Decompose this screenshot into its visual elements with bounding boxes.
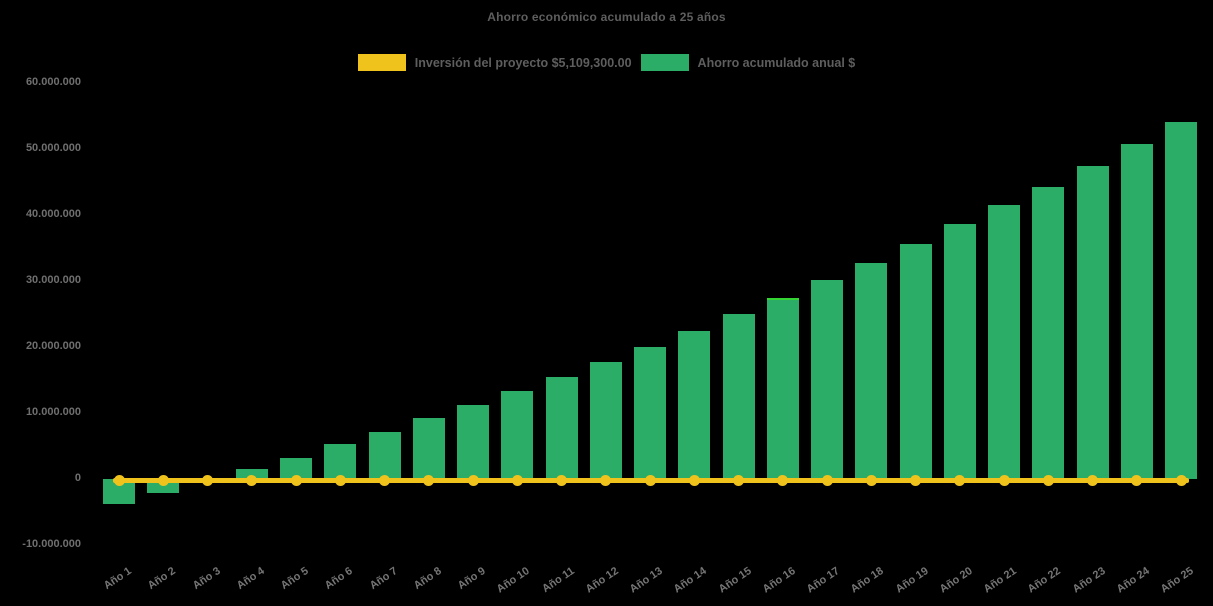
line-marker — [954, 474, 966, 486]
line-marker — [423, 474, 435, 486]
line-marker — [733, 474, 744, 486]
bar — [545, 376, 578, 479]
bar — [988, 205, 1020, 479]
x-axis-tick-label: Año 8 — [411, 565, 444, 593]
line-marker — [1131, 474, 1143, 486]
bar — [766, 297, 799, 479]
line-marker — [511, 474, 523, 486]
line-marker — [113, 474, 125, 486]
legend-label-investment: Inversión del proyecto $5,109,300.00 — [414, 55, 632, 70]
bar — [412, 418, 445, 479]
line-marker — [290, 474, 302, 486]
x-axis-tick-label: Año 18 — [848, 565, 886, 596]
line-marker — [865, 474, 877, 486]
y-axis-tick-label: 30.000.000 — [25, 274, 81, 286]
bar — [1032, 186, 1065, 479]
x-axis-tick-label: Año 6 — [322, 565, 355, 593]
line-marker — [1042, 474, 1054, 486]
x-axis-tick-label: Año 12 — [583, 565, 621, 596]
legend-swatch-investment — [357, 54, 406, 71]
line-marker — [777, 474, 789, 486]
x-axis-tick-label: Año 16 — [760, 565, 798, 596]
bar — [324, 444, 357, 479]
bar — [280, 457, 312, 479]
bar — [235, 469, 268, 479]
bar — [589, 361, 622, 479]
chart-title: Ahorro económico acumulado a 25 años — [487, 10, 726, 24]
line-marker — [688, 474, 700, 486]
x-axis-tick-label: Año 5 — [278, 565, 311, 593]
y-axis-tick-label: -10.000.000 — [22, 538, 81, 550]
x-axis-tick-label: Año 15 — [716, 565, 754, 596]
line-marker — [1175, 474, 1187, 486]
x-axis-tick-label: Año 24 — [1114, 565, 1152, 596]
bar — [634, 347, 666, 479]
line-marker — [246, 474, 258, 486]
line-marker — [202, 474, 213, 486]
line-marker — [821, 474, 833, 486]
line-marker — [556, 474, 567, 486]
bar — [368, 432, 401, 479]
bar — [1076, 165, 1109, 479]
bar — [678, 330, 711, 479]
y-axis-tick-label: 60.000.000 — [25, 76, 81, 88]
y-axis-tick-label: 20.000.000 — [25, 340, 81, 352]
x-axis-tick-label: Año 1 — [101, 565, 134, 593]
line-marker — [1087, 474, 1098, 486]
legend-label-savings: Ahorro acumulado anual $ — [697, 55, 856, 70]
line-marker — [467, 474, 479, 486]
line-marker — [600, 474, 612, 486]
bar — [943, 224, 976, 479]
y-axis-tick-label: 50.000.000 — [25, 142, 81, 154]
x-axis-tick-label: Año 21 — [981, 565, 1019, 596]
line-marker — [334, 474, 346, 486]
x-axis-tick-label: Año 23 — [1070, 565, 1108, 596]
x-axis-tick-label: Año 9 — [455, 565, 488, 593]
legend-swatch-savings — [640, 54, 689, 71]
bar — [457, 405, 489, 479]
x-axis-tick-label: Año 19 — [893, 565, 931, 596]
x-axis-tick-label: Año 22 — [1025, 565, 1063, 596]
x-axis-tick-label: Año 4 — [234, 565, 267, 593]
line-marker — [998, 474, 1010, 486]
line-marker — [910, 474, 921, 486]
y-axis-tick-label: 40.000.000 — [25, 208, 81, 220]
x-axis-tick-label: Año 20 — [937, 565, 975, 596]
x-axis-tick-label: Año 25 — [1158, 565, 1196, 596]
y-axis-tick-label: 10.000.000 — [25, 406, 81, 418]
bar — [811, 279, 843, 479]
x-axis-tick-label: Año 2 — [145, 565, 178, 593]
x-axis-tick-label: Año 3 — [190, 565, 223, 593]
x-axis-tick-label: Año 10 — [494, 565, 532, 596]
x-axis-tick-label: Año 14 — [671, 565, 709, 596]
line-marker — [379, 474, 390, 486]
bar — [722, 314, 755, 479]
line-marker — [644, 474, 656, 486]
y-axis-tick-label: 0 — [74, 472, 81, 484]
bar — [855, 263, 888, 479]
legend: Inversión del proyecto $5,109,300.00 Aho… — [0, 54, 1213, 71]
bar — [501, 391, 534, 479]
x-axis-tick-label: Año 17 — [804, 565, 842, 596]
bar — [1165, 121, 1197, 479]
bar — [899, 244, 932, 479]
x-axis-tick-label: Año 13 — [627, 565, 665, 596]
line-marker — [157, 474, 169, 486]
x-axis-tick-label: Año 11 — [539, 565, 577, 596]
bar — [1120, 143, 1153, 479]
x-axis-tick-label: Año 7 — [367, 565, 400, 593]
